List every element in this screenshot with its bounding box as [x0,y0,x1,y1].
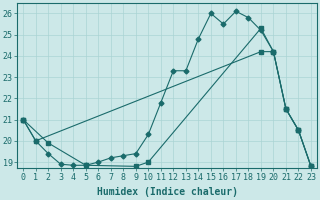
X-axis label: Humidex (Indice chaleur): Humidex (Indice chaleur) [97,187,237,197]
